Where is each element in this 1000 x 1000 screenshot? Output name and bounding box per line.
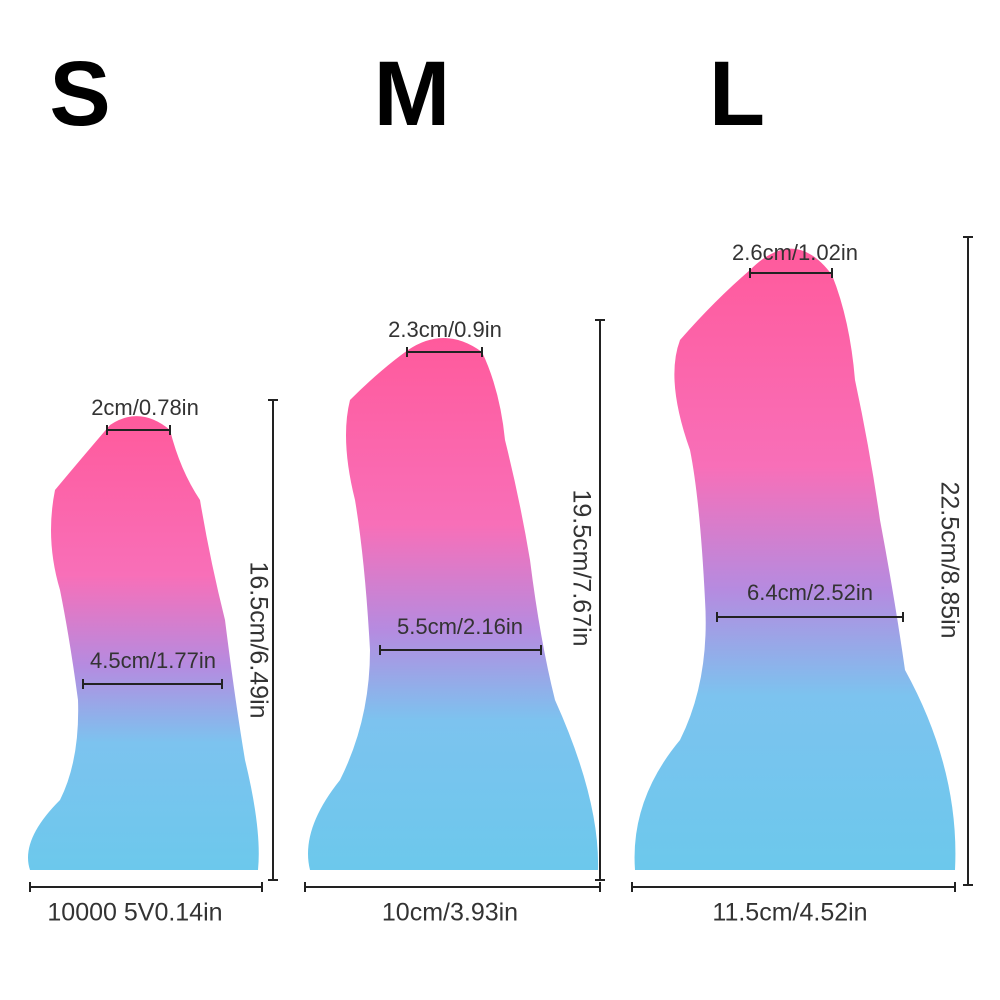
mid-width: 4.5cm/1.77in	[90, 648, 216, 673]
size-label: M	[374, 43, 451, 145]
product-small	[28, 416, 259, 870]
size-label: L	[709, 43, 765, 145]
top-width: 2.3cm/0.9in	[388, 317, 502, 342]
base-width: 10cm/3.93in	[382, 899, 518, 927]
top-width: 2cm/0.78in	[91, 395, 199, 420]
product-medium	[308, 337, 599, 870]
mid-width: 6.4cm/2.52in	[747, 580, 873, 605]
mid-width: 5.5cm/2.16in	[397, 614, 523, 639]
height: 22.5cm/8.85in	[935, 481, 963, 638]
height: 16.5cm/6.49in	[244, 561, 272, 718]
base-width: 10000 5V0.14in	[47, 899, 222, 927]
base-width: 11.5cm/4.52in	[712, 899, 867, 927]
height: 19.5cm/7.67in	[567, 489, 595, 646]
product-large	[634, 248, 956, 870]
top-width: 2.6cm/1.02in	[732, 240, 858, 265]
size-label: S	[49, 43, 110, 145]
